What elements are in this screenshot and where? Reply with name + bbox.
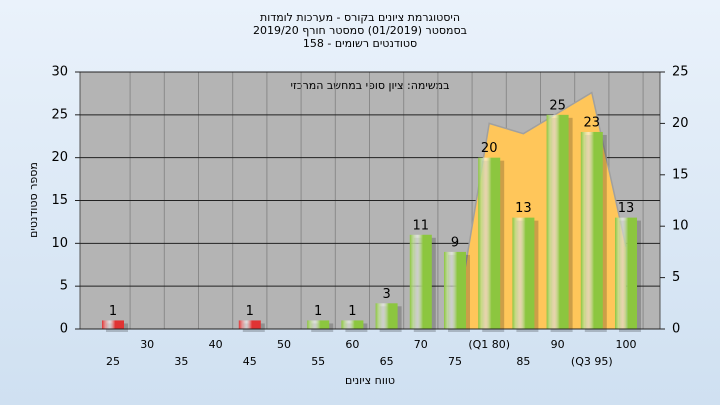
- bar: [478, 157, 501, 329]
- chart-title: היסטוגרמת ציונים בקורס - מערכות לומדות: [260, 11, 460, 24]
- bar: [580, 131, 603, 329]
- value-label: 9: [451, 235, 459, 250]
- value-label: 1: [314, 304, 322, 319]
- bar: [375, 303, 398, 329]
- bar: [238, 320, 261, 329]
- bar: [615, 217, 637, 329]
- y-tick-label: 30: [51, 65, 68, 80]
- bar: [102, 320, 124, 329]
- y-tick-label: 25: [51, 107, 68, 122]
- x-tick-label: 75: [448, 355, 462, 368]
- x-tick-label: (Q1 80): [468, 338, 510, 351]
- y2-tick-label: 10: [672, 219, 689, 234]
- x-tick-label: 55: [311, 355, 325, 368]
- value-label: 1: [109, 304, 117, 319]
- value-label: 13: [515, 201, 532, 216]
- x-tick-label: 40: [209, 338, 223, 351]
- x-tick-label: 50: [277, 338, 291, 351]
- value-label: 1: [348, 304, 356, 319]
- chart-title: בסמסטר (01/2019) סמסטר חורף 2019/20: [253, 24, 467, 37]
- bar: [546, 114, 569, 329]
- x-tick-label: 60: [345, 338, 359, 351]
- bar: [512, 217, 535, 329]
- bar: [444, 251, 466, 329]
- y2-tick-label: 25: [672, 65, 689, 80]
- y-axis-title: מספר סטודנטים: [27, 162, 40, 238]
- x-axis-title: טווח ציונים: [345, 374, 395, 387]
- y-tick-label: 5: [60, 279, 68, 294]
- value-label: 3: [382, 287, 390, 302]
- value-label: 13: [618, 201, 635, 216]
- x-tick-label: 25: [106, 355, 120, 368]
- x-tick-label: 65: [380, 355, 394, 368]
- x-tick-label: 85: [516, 355, 530, 368]
- value-label: 20: [481, 141, 498, 156]
- x-tick-label: 30: [140, 338, 154, 351]
- x-tick-label: 100: [616, 338, 637, 351]
- y2-tick-label: 5: [672, 270, 680, 285]
- value-label: 11: [413, 218, 430, 233]
- x-tick-label: 90: [551, 338, 565, 351]
- x-tick-label: 70: [414, 338, 428, 351]
- bar: [307, 320, 330, 329]
- y-tick-label: 0: [60, 322, 68, 337]
- value-label: 25: [549, 98, 566, 113]
- value-label: 1: [246, 304, 254, 319]
- chart-title: סטודנטים רשומים - 158: [303, 37, 417, 50]
- y2-tick-label: 20: [672, 116, 689, 131]
- y2-tick-label: 0: [672, 322, 680, 337]
- x-tick-label: (Q3 95): [571, 355, 613, 368]
- y2-tick-label: 15: [672, 167, 689, 182]
- x-tick-label: 35: [174, 355, 188, 368]
- value-label: 23: [584, 115, 601, 130]
- y-tick-label: 10: [51, 236, 68, 251]
- x-tick-label: 45: [243, 355, 257, 368]
- y-tick-label: 20: [51, 150, 68, 165]
- bar: [341, 320, 364, 329]
- bar: [409, 234, 432, 329]
- y-tick-label: 15: [51, 193, 68, 208]
